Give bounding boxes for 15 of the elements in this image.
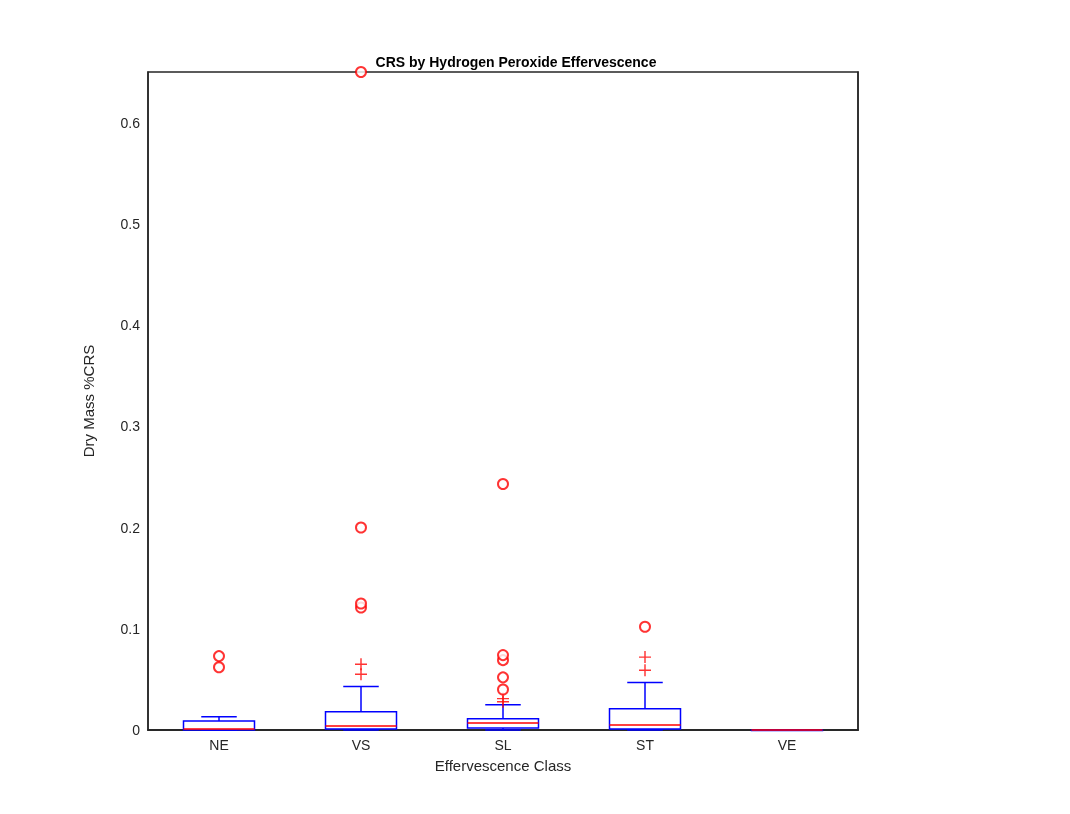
x-axis-title: Effervescence Class (434, 757, 572, 774)
x-tick-label: ST (636, 737, 655, 753)
y-tick-label: 0.4 (120, 317, 141, 334)
y-tick-label: 0.1 (120, 620, 141, 637)
chart-title: CRS by Hydrogen Peroxide Effervescence (375, 54, 657, 70)
x-tick-label: VS (351, 737, 371, 753)
y-tick-label: 0 (132, 722, 141, 738)
y-tick-label: 0.6 (120, 114, 141, 131)
y-tick-label: 0.5 (120, 215, 141, 232)
x-tick-label: NE (209, 737, 229, 753)
x-tick-label: SL (494, 737, 512, 753)
y-tick-label: 0.3 (120, 418, 141, 435)
y-tick-label: 0.2 (120, 519, 141, 536)
y-axis-title: Dry Mass %CRS (80, 344, 97, 458)
x-tick-label: VE (777, 737, 797, 753)
